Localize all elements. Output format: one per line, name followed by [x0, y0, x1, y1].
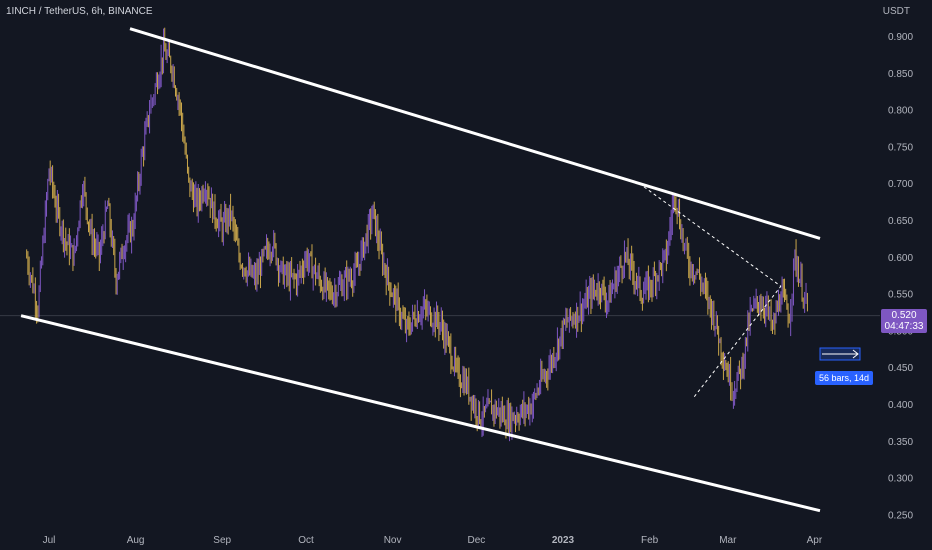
x-tick-label: Feb [641, 535, 659, 546]
y-tick-label: 0.250 [888, 510, 913, 521]
y-tick-label: 0.650 [888, 216, 913, 227]
y-tick-label: 0.400 [888, 400, 913, 411]
y-tick-label: 0.300 [888, 474, 913, 485]
current-price-value: 0.520 [891, 309, 917, 321]
x-tick-label: Oct [298, 535, 314, 546]
measure-arrowhead [852, 349, 859, 359]
y-tick-label: 0.450 [888, 363, 913, 374]
x-tick-label: Aug [127, 535, 145, 546]
upper-channel-line [129, 27, 821, 240]
y-tick-label: 0.600 [888, 253, 913, 264]
lower-channel-line [20, 314, 821, 513]
measure-label: 56 bars, 14d [815, 371, 874, 385]
x-tick-label: 2023 [552, 535, 575, 546]
current-price-tag: 0.520 04:47:33 [881, 308, 927, 333]
triangle-upper-edge [643, 186, 782, 287]
currency-unit: USDT [882, 6, 910, 17]
y-tick-label: 0.850 [888, 69, 913, 80]
y-tick-label: 0.550 [888, 290, 913, 301]
x-tick-label: Nov [384, 535, 402, 546]
x-tick-label: Mar [719, 535, 737, 546]
triangle-lower-edge [693, 285, 782, 397]
x-tick-label: Dec [468, 535, 486, 546]
y-tick-label: 0.800 [888, 106, 913, 117]
x-tick-label: Sep [213, 535, 231, 546]
x-tick-label: Jul [43, 535, 56, 546]
y-tick-label: 0.700 [888, 179, 913, 190]
bar-countdown: 04:47:33 [884, 320, 924, 332]
y-tick-label: 0.350 [888, 437, 913, 448]
symbol-title: 1INCH / TetherUS, 6h, BINANCE [6, 6, 153, 17]
y-tick-label: 0.900 [888, 32, 913, 43]
x-tick-label: Apr [807, 535, 823, 546]
y-tick-label: 0.750 [888, 142, 913, 153]
